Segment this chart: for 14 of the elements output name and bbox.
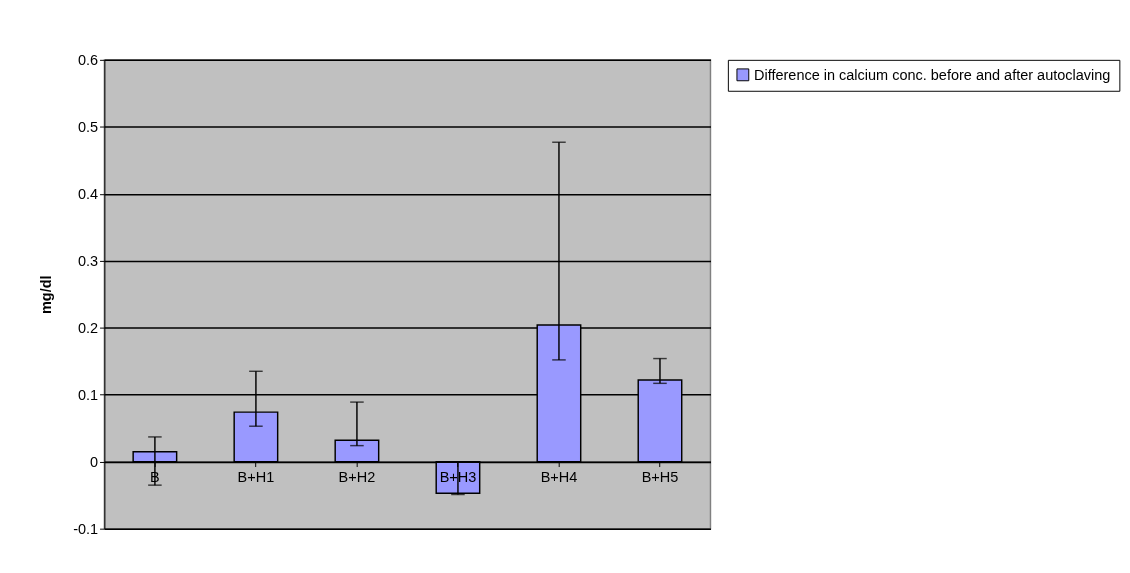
x-tick-label: B+H4	[540, 469, 578, 486]
y-tick-label: 0.2	[77, 320, 99, 337]
y-tick-label: 0.5	[77, 119, 99, 136]
y-tick-label: 0.1	[77, 387, 99, 404]
y-tick-label: -0.1	[73, 520, 99, 537]
y-tick-label: 0	[90, 454, 99, 471]
x-tick-label: B+H5	[641, 469, 679, 486]
y-axis-title: mg/dl	[37, 275, 54, 315]
x-tick-label: B+H1	[237, 469, 275, 486]
y-tick-label: 0.3	[77, 253, 99, 270]
x-tick-label: B+H2	[338, 469, 376, 486]
y-tick-label: 0.4	[77, 186, 99, 203]
y-tick-label: 0.6	[77, 52, 99, 69]
legend-label: Difference in calcium conc. before and after autoclaving	[753, 66, 1111, 83]
